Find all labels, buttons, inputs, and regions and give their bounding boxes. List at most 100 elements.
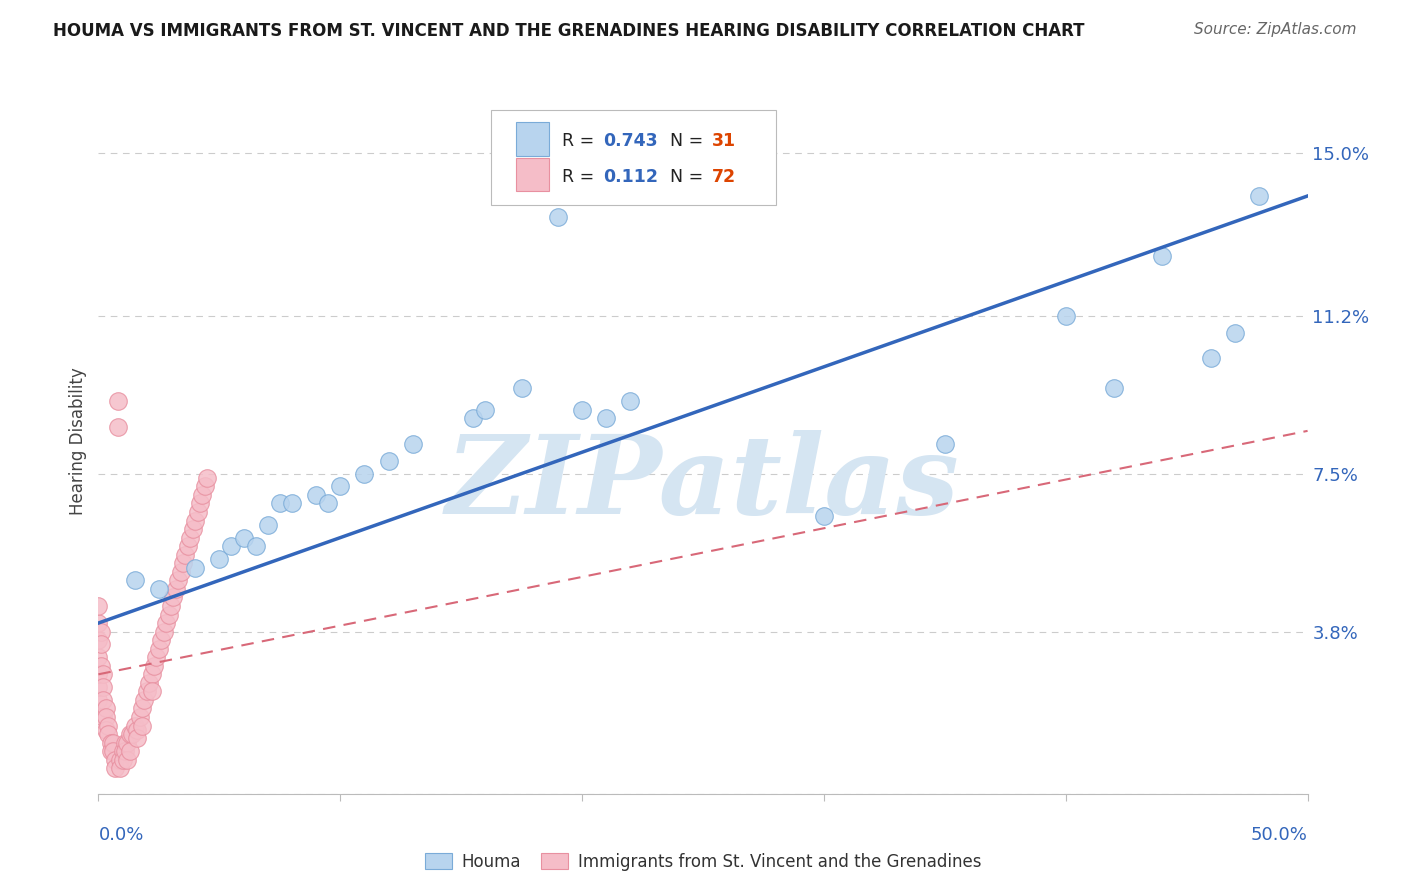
- Point: [138, 676, 160, 690]
- Text: 72: 72: [711, 169, 735, 186]
- Point: [813, 509, 835, 524]
- Point: [87, 680, 110, 694]
- Legend: Houma, Immigrants from St. Vincent and the Grenadines: Houma, Immigrants from St. Vincent and t…: [418, 846, 988, 877]
- Point: [353, 467, 375, 481]
- Point: [100, 744, 122, 758]
- Point: [157, 607, 180, 622]
- Point: [305, 488, 328, 502]
- Point: [510, 381, 533, 395]
- Point: [184, 560, 207, 574]
- Point: [108, 761, 131, 775]
- Point: [111, 744, 134, 758]
- Point: [91, 710, 114, 724]
- Point: [1223, 326, 1246, 340]
- Point: [87, 693, 110, 707]
- Point: [150, 633, 173, 648]
- Point: [281, 496, 304, 510]
- Point: [91, 680, 114, 694]
- Point: [127, 731, 149, 746]
- Text: Source: ZipAtlas.com: Source: ZipAtlas.com: [1194, 22, 1357, 37]
- Point: [619, 394, 641, 409]
- Point: [111, 753, 134, 767]
- Point: [174, 548, 197, 562]
- Point: [208, 552, 231, 566]
- Point: [118, 727, 141, 741]
- Point: [162, 591, 184, 605]
- Point: [118, 744, 141, 758]
- Point: [1102, 381, 1125, 395]
- Point: [101, 744, 124, 758]
- Point: [571, 402, 593, 417]
- Text: 31: 31: [711, 132, 735, 150]
- Point: [141, 667, 163, 681]
- Point: [463, 411, 485, 425]
- Point: [194, 479, 217, 493]
- Point: [134, 693, 156, 707]
- Text: ZIPatlas: ZIPatlas: [446, 430, 960, 538]
- Point: [167, 574, 190, 588]
- Text: R =: R =: [561, 169, 605, 186]
- Point: [127, 723, 149, 737]
- Point: [104, 761, 127, 775]
- Point: [1199, 351, 1222, 366]
- Point: [107, 394, 129, 409]
- Point: [329, 479, 352, 493]
- Point: [143, 658, 166, 673]
- Point: [91, 667, 114, 681]
- Point: [169, 565, 191, 579]
- Point: [377, 454, 399, 468]
- Point: [1249, 189, 1271, 203]
- Point: [94, 723, 117, 737]
- FancyBboxPatch shape: [516, 122, 550, 156]
- Point: [181, 522, 204, 536]
- Point: [188, 496, 211, 510]
- Point: [595, 411, 617, 425]
- Point: [148, 582, 170, 596]
- FancyBboxPatch shape: [516, 158, 550, 192]
- Point: [187, 505, 209, 519]
- Point: [152, 624, 174, 639]
- Point: [91, 693, 114, 707]
- Point: [124, 718, 146, 732]
- Text: N =: N =: [671, 169, 709, 186]
- Point: [474, 402, 496, 417]
- Point: [94, 701, 117, 715]
- FancyBboxPatch shape: [492, 111, 776, 205]
- Point: [172, 556, 194, 570]
- Point: [256, 517, 278, 532]
- Point: [87, 599, 110, 613]
- Point: [114, 736, 136, 750]
- Text: 50.0%: 50.0%: [1251, 826, 1308, 844]
- Point: [177, 539, 200, 553]
- Point: [184, 514, 207, 528]
- Point: [165, 582, 187, 596]
- Point: [121, 727, 143, 741]
- Point: [245, 539, 267, 553]
- Point: [104, 753, 127, 767]
- Text: 0.0%: 0.0%: [98, 826, 143, 844]
- Point: [179, 531, 201, 545]
- Text: 0.743: 0.743: [603, 132, 657, 150]
- Point: [87, 615, 110, 630]
- Point: [195, 471, 218, 485]
- Point: [97, 727, 120, 741]
- Point: [114, 744, 136, 758]
- Point: [547, 211, 569, 225]
- Point: [101, 736, 124, 750]
- Point: [160, 599, 183, 613]
- Point: [148, 641, 170, 656]
- Point: [90, 624, 112, 639]
- Point: [155, 615, 177, 630]
- Point: [94, 710, 117, 724]
- Point: [124, 574, 146, 588]
- Y-axis label: Hearing Disability: Hearing Disability: [69, 368, 87, 516]
- Point: [191, 488, 214, 502]
- Point: [117, 736, 139, 750]
- Point: [87, 633, 110, 648]
- Point: [269, 496, 291, 510]
- Point: [141, 684, 163, 698]
- Text: R =: R =: [561, 132, 599, 150]
- Point: [402, 436, 425, 450]
- Point: [90, 658, 112, 673]
- Point: [108, 753, 131, 767]
